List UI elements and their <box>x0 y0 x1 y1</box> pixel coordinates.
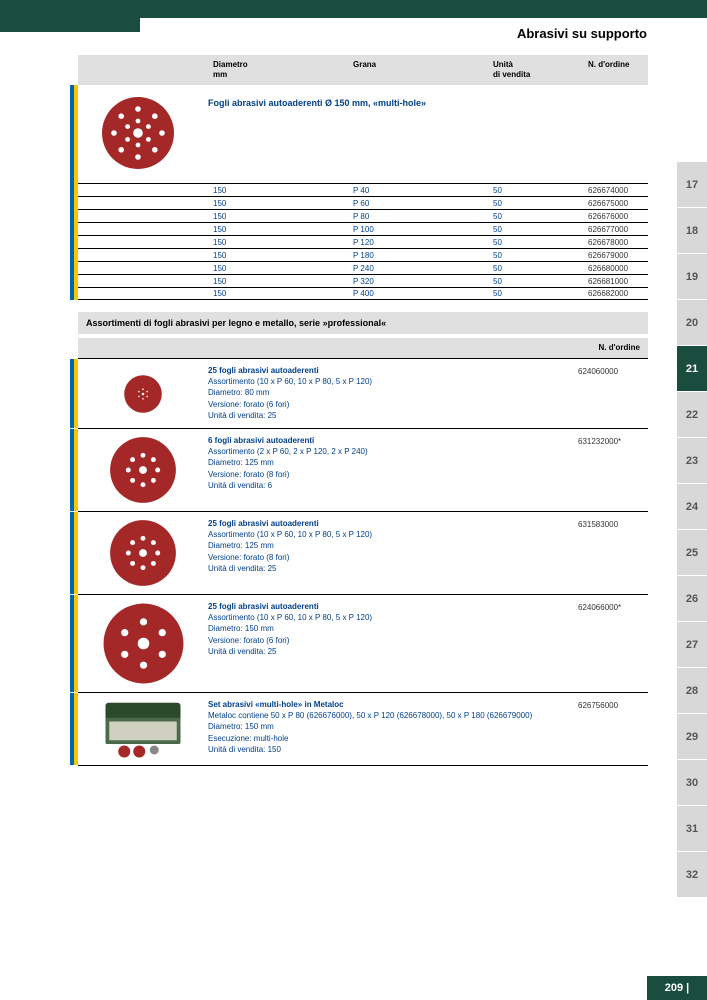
hdr-diametro: Diametro <box>213 60 248 69</box>
top-notch <box>0 0 140 32</box>
assort-image <box>78 435 208 505</box>
section-title: Assortimenti di fogli abrasivi per legno… <box>78 312 648 334</box>
table-row: 150P 18050626679000 <box>78 248 648 261</box>
assort-order: 631583000 <box>578 518 648 588</box>
tab-29[interactable]: 29 <box>677 714 707 760</box>
table-row: 150P 4050626674000 <box>78 183 648 196</box>
table-row: 150P 32050626681000 <box>78 274 648 287</box>
table-row: 150P 40050626682000 <box>78 287 648 300</box>
hdr-grana: Grana <box>353 60 493 70</box>
tab-27[interactable]: 27 <box>677 622 707 668</box>
tab-20[interactable]: 20 <box>677 300 707 346</box>
assortment-row: 25 fogli abrasivi autoaderentiAssortimen… <box>78 594 648 692</box>
hdr-unita: Unità <box>493 60 513 69</box>
table-row: 150P 6050626675000 <box>78 196 648 209</box>
tab-25[interactable]: 25 <box>677 530 707 576</box>
assort-order: 624060000 <box>578 365 648 422</box>
section2-header: N. d'ordine <box>78 338 648 358</box>
assortment-row: 25 fogli abrasivi autoaderentiAssortimen… <box>78 511 648 594</box>
tab-32[interactable]: 32 <box>677 852 707 898</box>
assort-image <box>78 365 208 422</box>
assort-text: 25 fogli abrasivi autoaderentiAssortimen… <box>208 601 578 686</box>
table-row: 150P 12050626678000 <box>78 235 648 248</box>
table-row: 150P 8050626676000 <box>78 209 648 222</box>
tab-28[interactable]: 28 <box>677 668 707 714</box>
hdr-mm: mm <box>213 70 227 79</box>
tab-17[interactable]: 17 <box>677 162 707 208</box>
table-header: Diametromm Grana Unitàdi vendita N. d'or… <box>78 55 648 85</box>
hdr-unita2: di vendita <box>493 70 530 79</box>
assort-image <box>78 518 208 588</box>
assortment-rows: 25 fogli abrasivi autoaderentiAssortimen… <box>78 358 648 766</box>
tab-18[interactable]: 18 <box>677 208 707 254</box>
tab-21[interactable]: 21 <box>677 346 707 392</box>
disc-title: Fogli abrasivi autoaderenti Ø 150 mm, «m… <box>208 93 426 175</box>
assortment-row: Set abrasivi «multi-hole» in MetalocMeta… <box>78 692 648 766</box>
tab-31[interactable]: 31 <box>677 806 707 852</box>
page-title: Abrasivi su supporto <box>517 26 647 41</box>
page-number: 209 | <box>647 976 707 1000</box>
tab-24[interactable]: 24 <box>677 484 707 530</box>
assort-order: 624066000* <box>578 601 648 686</box>
side-tabs: 17181920212223242526272829303132 <box>677 162 707 898</box>
assort-text: Set abrasivi «multi-hole» in MetalocMeta… <box>208 699 578 759</box>
assort-image <box>78 699 208 759</box>
assort-order: 626756000 <box>578 699 648 759</box>
tab-26[interactable]: 26 <box>677 576 707 622</box>
hdr-ordine2: N. d'ordine <box>599 343 640 353</box>
tab-19[interactable]: 19 <box>677 254 707 300</box>
assort-text: 25 fogli abrasivi autoaderentiAssortimen… <box>208 518 578 588</box>
assort-text: 6 fogli abrasivi autoaderentiAssortiment… <box>208 435 578 505</box>
assortment-row: 6 fogli abrasivi autoaderentiAssortiment… <box>78 428 648 511</box>
content-area: Diametromm Grana Unitàdi vendita N. d'or… <box>78 55 648 766</box>
tab-22[interactable]: 22 <box>677 392 707 438</box>
assort-image <box>78 601 208 686</box>
data-rows: 150P 4050626674000150P 6050626675000150P… <box>78 183 648 300</box>
disc-image <box>78 93 208 175</box>
tab-23[interactable]: 23 <box>677 438 707 484</box>
disc-hero-row: Fogli abrasivi autoaderenti Ø 150 mm, «m… <box>78 85 648 183</box>
hdr-ordine: N. d'ordine <box>588 60 648 70</box>
tab-30[interactable]: 30 <box>677 760 707 806</box>
assortment-row: 25 fogli abrasivi autoaderentiAssortimen… <box>78 358 648 428</box>
assort-text: 25 fogli abrasivi autoaderentiAssortimen… <box>208 365 578 422</box>
assort-order: 631232000* <box>578 435 648 505</box>
table-row: 150P 24050626680000 <box>78 261 648 274</box>
table-row: 150P 10050626677000 <box>78 222 648 235</box>
